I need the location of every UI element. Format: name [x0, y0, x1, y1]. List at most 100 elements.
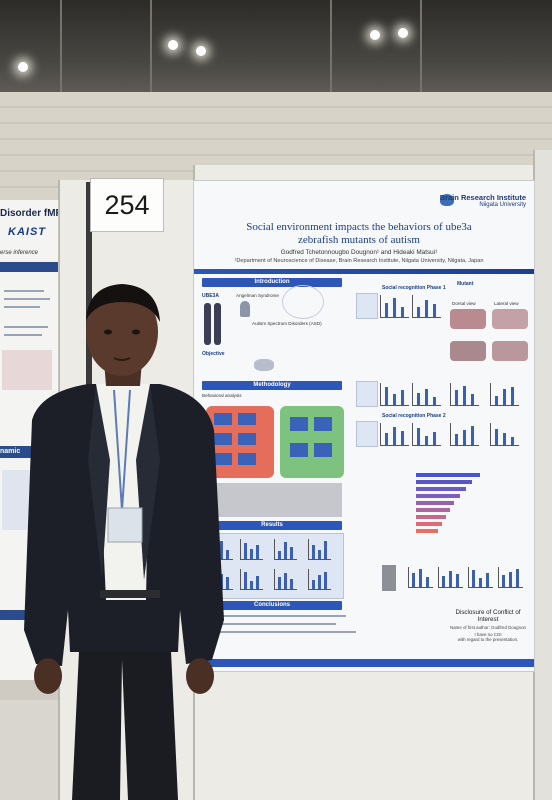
results-chart [438, 567, 463, 588]
results-chart [468, 567, 493, 588]
eye [132, 329, 140, 335]
results-chart [498, 567, 523, 588]
results-chart [380, 295, 409, 318]
results-chart [490, 423, 519, 446]
disclosure-heading: Interest [477, 616, 499, 623]
tank-block [238, 433, 256, 445]
ceiling-light [168, 40, 178, 50]
results-chart [412, 423, 441, 446]
poster-board-panel [533, 150, 552, 800]
results-chart [380, 423, 409, 446]
booth-number-sign: 254 [90, 178, 164, 232]
jacket-lapel [88, 384, 110, 580]
results-chart [412, 295, 441, 318]
enrichment-bar [416, 487, 466, 491]
neighbour-poster-subtitle: erse inference [0, 250, 39, 256]
poster-header-band [194, 269, 534, 274]
brain-figure [2, 350, 52, 390]
results-block [356, 293, 378, 319]
zebrafish-photo [450, 309, 486, 329]
presenter-person [24, 284, 224, 800]
lateral-view-label: Lateral view [494, 301, 519, 306]
neighbour-poster-band [0, 262, 58, 272]
ceiling-light [18, 62, 28, 72]
kaist-logo: KAIST [8, 226, 46, 238]
institute-branding: Brain Research Institute Niigata Univers… [440, 193, 526, 208]
tank-block [214, 453, 232, 465]
zebrafish-photo [492, 309, 528, 329]
university-name: Niigata University [479, 202, 526, 208]
results-chart [450, 383, 479, 406]
disclosure-author: Name of first author: Godfred Dougnon [450, 625, 526, 630]
name-badge [107, 507, 143, 543]
right-hand [186, 658, 214, 694]
poster-footer-band [194, 659, 534, 667]
results-chart [308, 539, 331, 560]
ring-figure [282, 285, 324, 319]
ceiling-truss [60, 0, 62, 92]
enrichment-bar [416, 529, 438, 533]
poster-title-line: zebrafish mutants of autism [298, 233, 420, 246]
poster-title: Social environment impacts the behaviors… [234, 221, 484, 246]
tank-block [290, 417, 308, 431]
enrichment-bar [416, 494, 460, 498]
ceiling-truss [420, 0, 422, 92]
enrichment-bar [416, 473, 480, 477]
ceiling-light [196, 46, 206, 56]
hair [86, 284, 160, 322]
methodology-header: Methodology [202, 381, 342, 390]
mouth [113, 357, 131, 361]
poster-title-line: Social environment impacts the behaviors… [246, 221, 472, 233]
phase1-heading: Social recognition Phase 1 [382, 285, 446, 291]
zebrafish-photo [450, 341, 486, 361]
text-line [4, 334, 42, 336]
imaging-figure [382, 565, 396, 591]
method-subheading: Behavioral analysis [202, 393, 242, 398]
person-figure [240, 301, 250, 317]
neighbour-poster-title: Disorder fMRI [0, 208, 58, 219]
tank-block [214, 413, 232, 425]
zebrafish-photo [492, 341, 528, 361]
text-line [206, 615, 346, 617]
tank-block [314, 443, 332, 457]
research-poster: Brain Research Institute Niigata Univers… [193, 180, 535, 672]
institute-name: Brain Research Institute [439, 193, 526, 202]
syndrome-label: Angelman Syndrome [236, 293, 279, 298]
disclosure-heading: Disclosure of Conflict of [455, 609, 521, 616]
enrichment-bar [416, 515, 446, 519]
results-block [356, 421, 378, 447]
text-line [4, 306, 40, 308]
mutant-label: Mutant [457, 281, 474, 287]
introduction-header: Introduction [202, 278, 342, 287]
results-chart [240, 569, 263, 590]
enrichment-bar [416, 508, 450, 512]
tank-block [214, 433, 232, 445]
enrichment-bar [416, 480, 472, 484]
dorsal-view-label: Dorsal view [452, 301, 476, 306]
disclosure-coi: with regard to the presentation. [457, 637, 519, 642]
text-line [4, 326, 48, 328]
poster-authors: Godfred Tchetonnougbo Dougnon¹ and Hidea… [280, 249, 438, 256]
conclusions-header: Conclusions [202, 601, 342, 610]
rna-seq-workflow [206, 483, 342, 517]
ceiling-light [370, 30, 380, 40]
eye [104, 329, 112, 335]
chromosome-figure [204, 303, 211, 345]
objective-label: Objective [202, 351, 225, 357]
head [86, 288, 158, 376]
zebrafish-figure [254, 359, 274, 371]
enrichment-bar [416, 501, 454, 505]
tank-block [238, 453, 256, 465]
disclosure-box: Disclosure of Conflict of Interest Name … [448, 609, 528, 642]
results-chart [380, 383, 409, 406]
enrichment-bar [416, 522, 442, 526]
phase2-heading: Social recognition Phase 2 [382, 413, 446, 419]
gene-label: UBE3A [202, 293, 219, 299]
tank-block [314, 417, 332, 431]
text-line [206, 631, 356, 633]
left-hand [34, 658, 62, 694]
results-chart [408, 567, 433, 588]
ceiling-truss [150, 0, 152, 92]
trousers [72, 630, 178, 800]
results-chart [274, 569, 297, 590]
